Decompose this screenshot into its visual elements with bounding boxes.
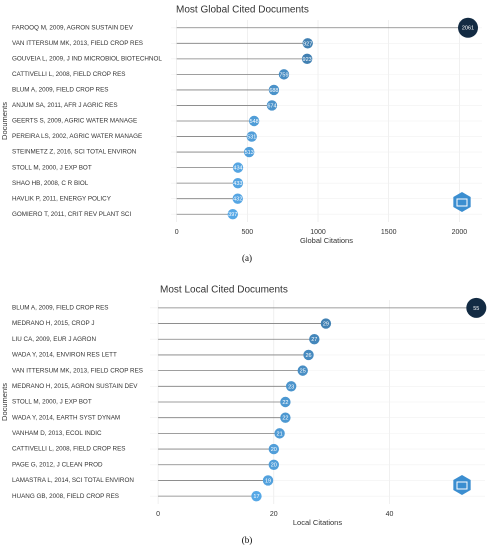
y-tick-label: BLUM A, 2009, FIELD CROP RES <box>12 87 108 94</box>
dot <box>458 17 479 38</box>
dot <box>280 412 291 423</box>
value-label: 688 <box>269 88 278 94</box>
value-label: 513 <box>245 150 254 156</box>
y-tick-label: MEDRANO H, 2015, CROP J <box>12 320 94 327</box>
y-axis-label: Documents <box>0 102 9 140</box>
y-tick-label: HAVLIK P, 2011, ENERGY POLICY <box>12 195 112 202</box>
dot <box>297 365 308 376</box>
dot <box>303 349 314 361</box>
logo <box>453 475 471 495</box>
x-tick-label: 500 <box>241 229 253 236</box>
dot <box>280 396 291 408</box>
dot <box>285 381 297 392</box>
dot <box>246 131 257 142</box>
value-label: 17 <box>253 494 259 500</box>
x-tick-label: 2000 <box>452 229 468 236</box>
value-label: 55 <box>473 306 479 312</box>
dot <box>302 38 313 49</box>
value-label: 434 <box>233 166 242 172</box>
dot <box>268 84 280 96</box>
dot <box>268 443 280 455</box>
dot <box>232 177 244 189</box>
dot <box>278 69 290 80</box>
dot <box>301 53 313 65</box>
chart-title: Most Local Cited Documents <box>160 285 288 296</box>
dot <box>232 162 244 173</box>
caption: (b) <box>242 535 253 545</box>
y-tick-label: WADA Y, 2014, ENVIRON RES LETT <box>12 352 117 359</box>
y-tick-label: MEDRANO H, 2015, AGRON SUSTAIN DEV <box>12 383 138 390</box>
caption: (a) <box>242 253 252 263</box>
value-label: 548 <box>250 119 259 125</box>
x-tick-label: 40 <box>386 511 394 518</box>
value-label: 759 <box>279 72 288 78</box>
y-tick-label: STEINMETZ Z, 2016, SCI TOTAL ENVIRON <box>12 149 137 156</box>
logo <box>453 192 471 212</box>
value-label: 25 <box>300 369 306 375</box>
y-tick-label: VANHAM D, 2013, ECOL INDIC <box>12 430 102 437</box>
value-label: 22 <box>282 400 288 406</box>
value-label: 20 <box>271 447 277 453</box>
dot <box>243 146 255 158</box>
y-tick-label: HUANG GB, 2008, FIELD CROP RES <box>12 493 119 500</box>
y-tick-label: VAN ITTERSUM MK, 2013, FIELD CROP RES <box>12 367 143 374</box>
value-label: 2061 <box>462 26 474 32</box>
value-label: 21 <box>277 431 283 437</box>
x-tick-label: 1000 <box>310 229 326 236</box>
y-tick-label: FAROOQ M, 2009, AGRON SUSTAIN DEV <box>12 24 134 31</box>
y-tick-label: VAN ITTERSUM MK, 2013, FIELD CROP RES <box>12 40 143 47</box>
y-tick-label: GOUVEIA L, 2009, J IND MICROBIOL BIOTECH… <box>12 56 162 63</box>
dot <box>227 209 238 220</box>
dot <box>232 193 243 204</box>
value-label: 26 <box>305 353 311 359</box>
value-label: 674 <box>267 103 276 109</box>
value-label: 432 <box>233 197 242 203</box>
x-tick-label: 0 <box>175 229 179 236</box>
chart-title: Most Global Cited Documents <box>176 5 309 16</box>
value-label: 433 <box>233 181 242 187</box>
y-tick-label: STOLL M, 2000, J EXP BOT <box>12 164 92 171</box>
y-tick-label: GOMIERO T, 2011, CRIT REV PLANT SCI <box>12 211 131 218</box>
value-label: 531 <box>247 134 256 140</box>
logo-inner <box>456 198 468 207</box>
logo-inner <box>456 481 468 490</box>
y-tick-label: BLUM A, 2009, FIELD CROP RES <box>12 305 108 312</box>
y-tick-label: ANJUM SA, 2011, AFR J AGRIC RES <box>12 102 118 109</box>
y-tick-label: CATTIVELLI L, 2008, FIELD CROP RES <box>12 446 126 453</box>
x-tick-label: 20 <box>270 511 278 518</box>
x-axis-label: Local Citations <box>293 518 342 527</box>
y-tick-label: PEREIRA LS, 2002, AGRIC WATER MANAGE <box>12 133 142 140</box>
y-axis-label: Documents <box>0 383 9 421</box>
dot <box>268 459 280 470</box>
value-label: 23 <box>288 384 294 390</box>
y-tick-label: PAGE G, 2012, J CLEAN PROD <box>12 461 103 468</box>
y-tick-label: GEERTS S, 2009, AGRIC WATER MANAGE <box>12 118 137 125</box>
value-label: 927 <box>303 41 312 47</box>
dot <box>320 318 332 329</box>
dot <box>466 297 487 318</box>
value-label: 923 <box>303 57 312 63</box>
dot <box>262 475 274 486</box>
y-tick-label: LAMASTRA L, 2014, SCI TOTAL ENVIRON <box>12 477 134 484</box>
y-tick-label: SHAO HB, 2008, C R BIOL <box>12 180 89 187</box>
dot <box>248 115 260 127</box>
value-label: 29 <box>323 321 329 327</box>
dot <box>251 490 262 502</box>
value-label: 20 <box>271 463 277 469</box>
x-tick-label: 0 <box>156 511 160 518</box>
value-label: 397 <box>228 212 237 218</box>
y-tick-label: LIU CA, 2009, EUR J AGRON <box>12 336 96 343</box>
value-label: 27 <box>311 337 317 343</box>
x-axis-label: Global Citations <box>300 236 353 245</box>
dot <box>274 428 285 439</box>
dot <box>266 100 278 111</box>
y-tick-label: STOLL M, 2000, J EXP BOT <box>12 399 92 406</box>
y-tick-label: CATTIVELLI L, 2008, FIELD CROP RES <box>12 71 126 78</box>
value-label: 22 <box>282 416 288 422</box>
dot <box>309 334 320 345</box>
y-tick-label: WADA Y, 2014, EARTH SYST DYNAM <box>12 414 120 421</box>
value-label: 19 <box>265 478 271 484</box>
x-tick-label: 1500 <box>381 229 397 236</box>
